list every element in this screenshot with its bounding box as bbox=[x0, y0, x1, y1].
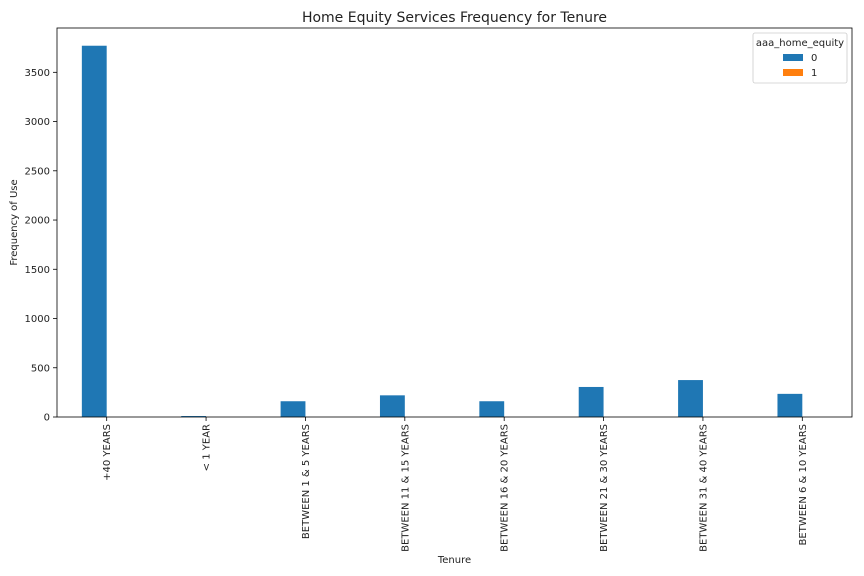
y-tick-label-6: 3000 bbox=[25, 117, 50, 128]
y-tick-label-3: 1500 bbox=[25, 265, 50, 276]
bar-series-0-5 bbox=[578, 386, 604, 417]
y-axis-label: Frequency of Use bbox=[9, 179, 20, 265]
bar-series-0-1 bbox=[181, 416, 207, 417]
x-axis: +40 YEARS < 1 YEAR BETWEEN 1 & 5 YEARS BETW… bbox=[102, 417, 809, 552]
y-tick-label-2: 1000 bbox=[25, 314, 50, 325]
bar-series-0-0 bbox=[81, 45, 107, 417]
x-tick-label-6: BETWEEN 31 & 40 YEARS bbox=[698, 424, 709, 552]
x-axis-label: Tenure bbox=[437, 555, 471, 566]
y-tick-label-5: 2500 bbox=[25, 166, 50, 177]
x-tick-label-4: BETWEEN 16 & 20 YEARS bbox=[500, 424, 511, 552]
y-tick-label-1: 500 bbox=[31, 363, 50, 374]
legend-label-1: 1 bbox=[811, 68, 817, 79]
y-tick-label-0: 0 bbox=[44, 413, 50, 424]
x-tick-label-7: BETWEEN 6 & 10 YEARS bbox=[798, 424, 809, 545]
y-tick-label-4: 2000 bbox=[25, 216, 50, 227]
x-tick-label-1: < 1 YEAR bbox=[202, 424, 213, 471]
legend: aaa_home_equity 0 1 bbox=[752, 32, 848, 84]
chart-title: Home Equity Services Frequency for Tenur… bbox=[302, 10, 607, 26]
bar-series-0-7 bbox=[777, 393, 803, 417]
bars-group bbox=[81, 45, 803, 417]
y-axis: 0 500 1000 1500 2000 2500 3000 3500 bbox=[25, 68, 57, 424]
bar-series-0-6 bbox=[678, 380, 703, 417]
legend-swatch-1 bbox=[783, 69, 803, 76]
bar-series-0-2 bbox=[280, 401, 306, 417]
bar-series-0-3 bbox=[379, 395, 405, 417]
y-tick-label-7: 3500 bbox=[25, 68, 50, 79]
legend-title: aaa_home_equity bbox=[756, 38, 844, 49]
bar-series-0-4 bbox=[479, 401, 505, 417]
plot-frame bbox=[56, 27, 853, 418]
x-tick-label-5: BETWEEN 21 & 30 YEARS bbox=[599, 424, 610, 552]
x-tick-label-3: BETWEEN 11 & 15 YEARS bbox=[400, 424, 411, 552]
x-tick-label-0: +40 YEARS bbox=[102, 424, 113, 481]
x-tick-label-2: BETWEEN 1 & 5 YEARS bbox=[301, 424, 312, 539]
legend-swatch-0 bbox=[783, 54, 803, 61]
legend-label-0: 0 bbox=[811, 53, 817, 64]
